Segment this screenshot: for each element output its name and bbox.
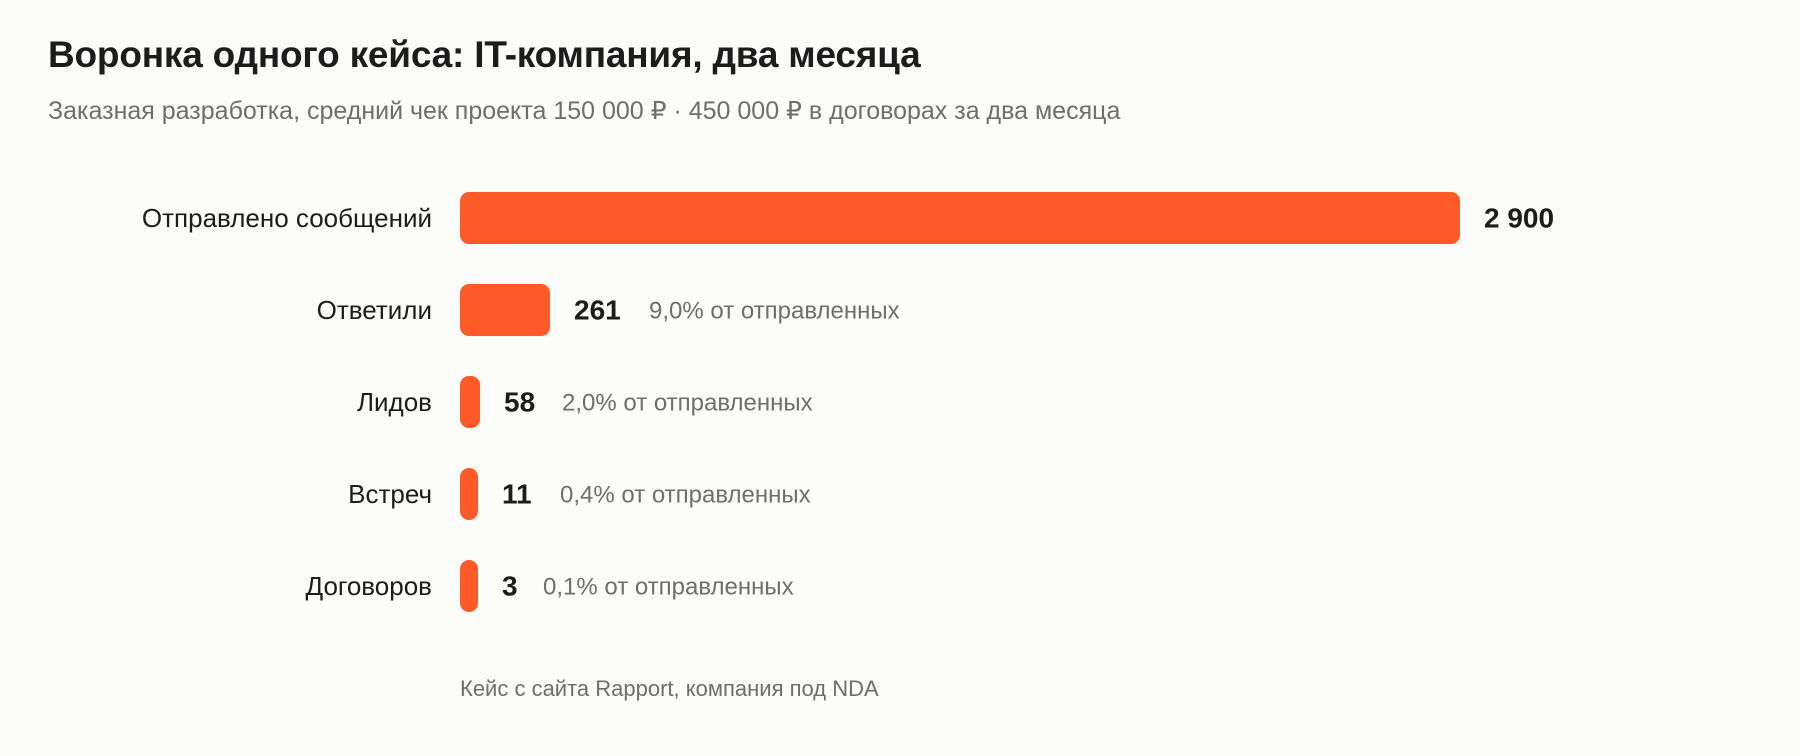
funnel-bar [460,560,478,612]
percent-label: 9,0% от отправленных [649,298,900,325]
percent-label: 2,0% от отправленных [562,390,813,417]
funnel-bar [460,192,1460,244]
value-label: 11 [502,479,532,510]
value-label: 261 [574,295,621,326]
chart-title: Воронка одного кейса: IT-компания, два м… [48,34,921,75]
percent-label: 0,1% от отправленных [543,574,794,601]
percent-label: 0,4% от отправленных [560,482,811,509]
chart-source-note: Кейс с сайта Rapport, компания под NDA [460,676,879,701]
value-label: 2 900 [1484,203,1554,234]
category-label: Договоров [306,571,432,601]
chart-subtitle: Заказная разработка, средний чек проекта… [48,97,1121,125]
category-label: Отправлено сообщений [142,203,432,233]
funnel-bar [460,376,480,428]
value-label: 3 [502,571,518,602]
funnel-bar [460,284,550,336]
category-label: Ответили [317,295,432,325]
funnel-bar [460,468,478,520]
value-label: 58 [504,387,535,418]
category-label: Встреч [348,479,432,509]
category-label: Лидов [357,387,432,417]
